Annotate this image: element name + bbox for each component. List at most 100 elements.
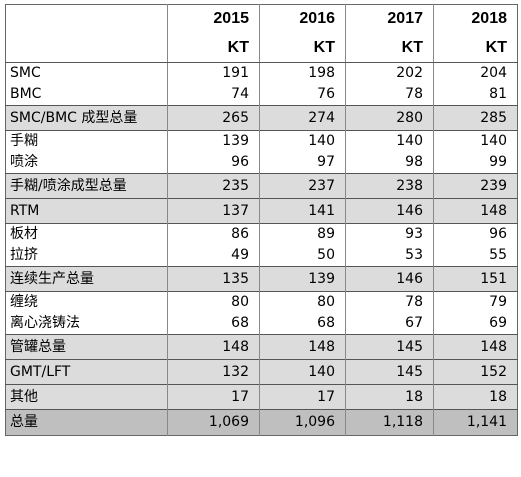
- subtotal-row: SMC/BMC 成型总量 265 274 280 285: [5, 105, 518, 131]
- value-cell-2018: 81: [433, 84, 518, 106]
- row-label: 喷涂: [10, 154, 38, 170]
- value-cell-2017: 145: [345, 359, 434, 385]
- row-label: 其他: [5, 384, 168, 410]
- table-row: 手糊 139 140 140 140: [5, 130, 518, 152]
- row-label: RTM: [5, 198, 168, 224]
- value-cell-2015: 86: [167, 223, 260, 245]
- value-cell-2015: 17: [167, 384, 260, 410]
- value-cell-2017: 1,118: [345, 409, 434, 436]
- row-label: 连续生产总量: [5, 266, 168, 292]
- header-corner: [5, 33, 168, 63]
- value-cell-2015: 1,069: [167, 409, 260, 436]
- year-header: 2018: [433, 4, 518, 33]
- subtotal-row: 手糊/喷涂成型总量 235 237 238 239: [5, 173, 518, 199]
- value-cell-2017: 146: [345, 266, 434, 292]
- table-row: 离心浇铸法 68 68 67 69: [6, 313, 518, 335]
- subtotal-row: RTM 137 141 146 148: [5, 198, 518, 224]
- value-cell-2017: 280: [345, 105, 434, 131]
- value-cell-2015: 235: [167, 173, 260, 199]
- value-cell-2018: 1,141: [433, 409, 518, 436]
- value-cell-2018: 239: [433, 173, 518, 199]
- subtotal-row: 连续生产总量 135 139 146 151: [5, 266, 518, 292]
- subtotal-row: 其他 17 17 18 18: [5, 384, 518, 410]
- row-label: BMC: [10, 86, 42, 102]
- row-label: 缠绕: [5, 291, 168, 313]
- value-cell-2018: 148: [433, 334, 518, 360]
- value-cell-2016: 97: [259, 152, 346, 174]
- row-label: 离心浇铸法: [10, 315, 80, 331]
- row-label: GMT/LFT: [5, 359, 168, 385]
- value-cell-2018: 285: [433, 105, 518, 131]
- value-cell-2018: 152: [433, 359, 518, 385]
- row-label: 手糊: [5, 130, 168, 152]
- unit-header: KT: [433, 33, 518, 63]
- row-label: SMC/BMC 成型总量: [5, 105, 168, 131]
- production-table: 2015 2016 2017 2018 KT KT KT KT SMC 191 19…: [5, 4, 518, 436]
- unit-header: KT: [345, 33, 434, 63]
- value-cell-2016: 140: [259, 130, 346, 152]
- year-header: 2017: [345, 4, 434, 33]
- value-cell-2015: 96: [167, 152, 260, 174]
- value-cell-2018: 55: [433, 245, 518, 267]
- value-cell-2017: 202: [345, 62, 434, 84]
- value-cell-2016: 139: [259, 266, 346, 292]
- value-cell-2017: 140: [345, 130, 434, 152]
- year-header-row: 2015 2016 2017 2018: [6, 4, 518, 34]
- subtotal-row: 管罐总量 148 148 145 148: [5, 334, 518, 360]
- value-cell-2015: 137: [167, 198, 260, 224]
- value-cell-2018: 140: [433, 130, 518, 152]
- value-cell-2016: 68: [259, 313, 346, 335]
- value-cell-2017: 67: [345, 313, 434, 335]
- year-header: 2015: [167, 4, 260, 33]
- value-cell-2016: 198: [259, 62, 346, 84]
- row-label: SMC: [10, 65, 41, 81]
- value-cell-2018: 99: [433, 152, 518, 174]
- table-row: 喷涂 96 97 98 99: [6, 152, 518, 174]
- value-cell-2018: 96: [433, 223, 518, 245]
- table-body: SMC 191 198 202 204 BMC 74 76 78 81 SMC/BMC 成型总量 26…: [5, 62, 518, 436]
- header-corner: [6, 5, 168, 34]
- value-cell-2018: 79: [433, 291, 518, 313]
- value-cell-2015: 74: [167, 84, 260, 106]
- value-cell-2015: 80: [167, 291, 260, 313]
- value-cell-2017: 145: [345, 334, 434, 360]
- value-cell-2017: 238: [345, 173, 434, 199]
- value-cell-2017: 93: [345, 223, 434, 245]
- row-label: 拉挤: [10, 247, 38, 263]
- table-row: SMC 191 198 202 204: [6, 62, 518, 84]
- value-cell-2016: 274: [259, 105, 346, 131]
- value-cell-2018: 148: [433, 198, 518, 224]
- value-cell-2016: 17: [259, 384, 346, 410]
- value-cell-2018: 151: [433, 266, 518, 292]
- value-cell-2015: 68: [167, 313, 260, 335]
- table-row: 缠绕 80 80 78 79: [5, 291, 518, 313]
- value-cell-2016: 140: [259, 359, 346, 385]
- value-cell-2016: 141: [259, 198, 346, 224]
- value-cell-2018: 69: [433, 313, 518, 335]
- production-table-container: 2015 2016 2017 2018 KT KT KT KT SMC 191 19…: [5, 4, 518, 436]
- unit-header: KT: [167, 33, 260, 63]
- value-cell-2016: 80: [259, 291, 346, 313]
- subtotal-row: GMT/LFT 132 140 145 152: [5, 359, 518, 385]
- value-cell-2016: 237: [259, 173, 346, 199]
- value-cell-2015: 191: [167, 62, 260, 84]
- value-cell-2017: 53: [345, 245, 434, 267]
- value-cell-2017: 78: [345, 291, 434, 313]
- unit-header: KT: [259, 33, 346, 63]
- table-row: BMC 74 76 78 81: [6, 84, 518, 106]
- value-cell-2015: 265: [167, 105, 260, 131]
- value-cell-2016: 1,096: [259, 409, 346, 436]
- grand-total-row: 总量 1,069 1,096 1,118 1,141: [5, 409, 518, 436]
- table-row: 板材 86 89 93 96: [5, 223, 518, 245]
- value-cell-2017: 78: [345, 84, 434, 106]
- value-cell-2016: 50: [259, 245, 346, 267]
- value-cell-2016: 76: [259, 84, 346, 106]
- value-cell-2015: 132: [167, 359, 260, 385]
- row-label: 管罐总量: [5, 334, 168, 360]
- value-cell-2015: 49: [167, 245, 260, 267]
- value-cell-2016: 89: [259, 223, 346, 245]
- value-cell-2017: 146: [345, 198, 434, 224]
- row-label: 手糊/喷涂成型总量: [5, 173, 168, 199]
- value-cell-2018: 204: [433, 62, 518, 84]
- value-cell-2018: 18: [433, 384, 518, 410]
